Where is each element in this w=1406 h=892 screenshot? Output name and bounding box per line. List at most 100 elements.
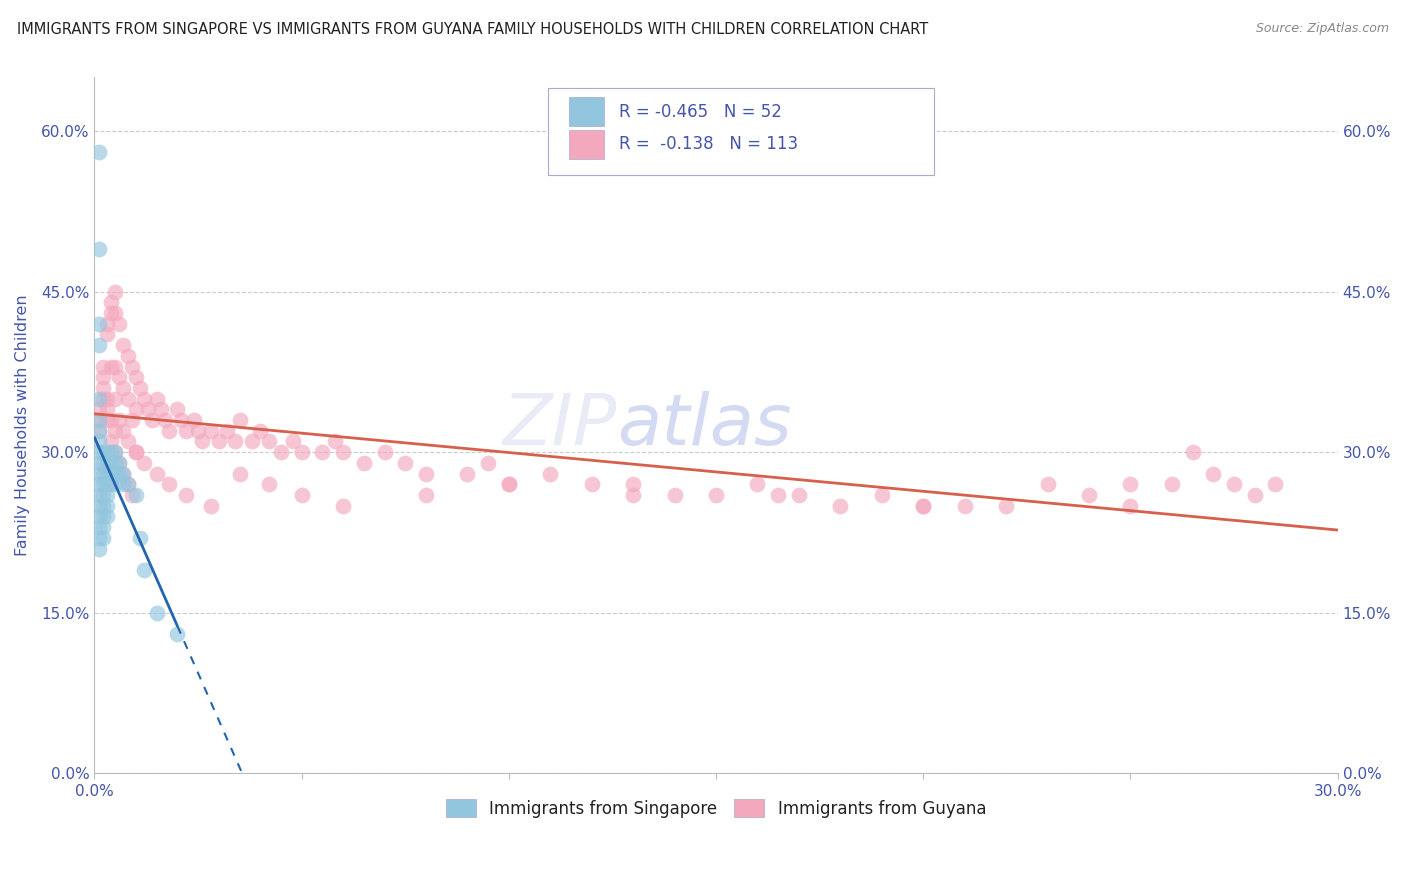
Point: [747, 477, 769, 491]
Bar: [569, 97, 605, 126]
Point: [104, 424, 127, 438]
Point: [374, 445, 396, 459]
Point: [117, 349, 139, 363]
Point: [208, 434, 231, 449]
Point: [1243, 488, 1265, 502]
Point: [498, 477, 520, 491]
Point: [125, 488, 148, 502]
Point: [415, 467, 437, 481]
Point: [112, 467, 135, 481]
Point: [787, 488, 810, 502]
Point: [664, 488, 686, 502]
Point: [117, 477, 139, 491]
Point: [96, 327, 118, 342]
Point: [117, 477, 139, 491]
Point: [87, 242, 110, 256]
Point: [87, 488, 110, 502]
Point: [1160, 477, 1182, 491]
Point: [87, 520, 110, 534]
Point: [91, 477, 114, 491]
Point: [995, 499, 1018, 513]
Point: [91, 467, 114, 481]
Point: [145, 392, 167, 406]
Point: [257, 477, 280, 491]
Point: [100, 359, 122, 374]
Point: [394, 456, 416, 470]
Point: [91, 531, 114, 545]
Point: [108, 456, 131, 470]
Point: [108, 413, 131, 427]
Point: [1119, 499, 1142, 513]
Point: [704, 488, 727, 502]
Point: [87, 392, 110, 406]
Point: [104, 477, 127, 491]
Point: [104, 456, 127, 470]
Point: [100, 306, 122, 320]
Point: [191, 434, 214, 449]
Point: [96, 402, 118, 417]
Point: [96, 456, 118, 470]
Point: [91, 456, 114, 470]
Point: [100, 295, 122, 310]
Point: [200, 499, 222, 513]
Point: [91, 520, 114, 534]
Point: [1078, 488, 1101, 502]
Point: [353, 456, 375, 470]
Point: [104, 285, 127, 299]
Point: [104, 392, 127, 406]
Point: [87, 317, 110, 331]
Point: [91, 445, 114, 459]
Point: [96, 317, 118, 331]
Point: [87, 456, 110, 470]
Point: [112, 381, 135, 395]
Point: [96, 445, 118, 459]
Point: [283, 434, 305, 449]
Point: [332, 499, 354, 513]
Point: [87, 541, 110, 556]
Point: [621, 488, 644, 502]
Point: [104, 467, 127, 481]
Point: [217, 424, 239, 438]
Point: [104, 445, 127, 459]
Point: [87, 434, 110, 449]
Point: [1036, 477, 1059, 491]
Point: [91, 392, 114, 406]
Point: [112, 477, 135, 491]
Point: [498, 477, 520, 491]
Point: [621, 477, 644, 491]
Point: [125, 402, 148, 417]
Point: [100, 467, 122, 481]
Point: [96, 392, 118, 406]
Point: [96, 477, 118, 491]
Point: [121, 359, 143, 374]
Point: [1181, 445, 1204, 459]
Point: [870, 488, 893, 502]
Point: [538, 467, 561, 481]
Point: [87, 477, 110, 491]
Point: [87, 467, 110, 481]
Point: [100, 413, 122, 427]
Point: [104, 359, 127, 374]
Point: [228, 413, 250, 427]
Point: [87, 531, 110, 545]
Point: [166, 627, 188, 641]
Point: [1264, 477, 1286, 491]
Point: [91, 488, 114, 502]
Point: [228, 467, 250, 481]
Point: [138, 402, 160, 417]
Point: [87, 338, 110, 352]
Legend: Immigrants from Singapore, Immigrants from Guyana: Immigrants from Singapore, Immigrants fr…: [440, 793, 993, 824]
Point: [91, 381, 114, 395]
Point: [125, 445, 148, 459]
Point: [104, 445, 127, 459]
Point: [311, 445, 333, 459]
Point: [129, 381, 152, 395]
Point: [121, 488, 143, 502]
Point: [766, 488, 789, 502]
Point: [187, 424, 209, 438]
Point: [87, 413, 110, 427]
Point: [174, 488, 197, 502]
Text: R = -0.465   N = 52: R = -0.465 N = 52: [619, 103, 782, 120]
Text: R =  -0.138   N = 113: R = -0.138 N = 113: [619, 136, 799, 153]
Point: [87, 509, 110, 524]
